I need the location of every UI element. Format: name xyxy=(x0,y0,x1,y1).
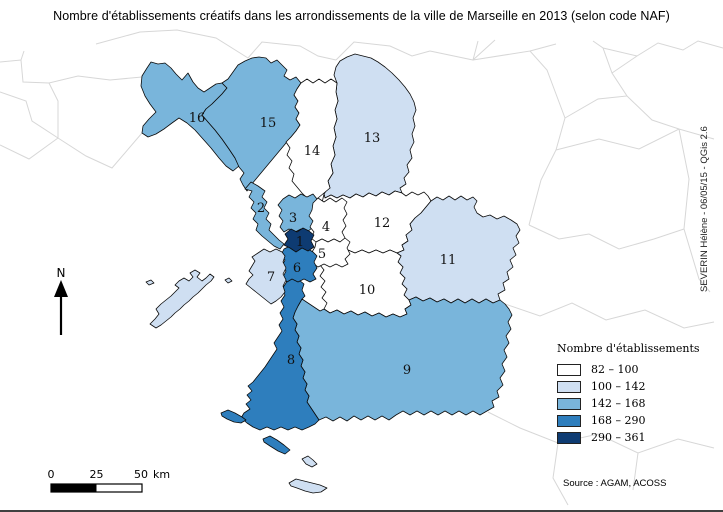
scale-bar: 0 25 50 km xyxy=(48,468,170,493)
legend-title: Nombre d'établissements xyxy=(557,342,700,355)
legend-row-0: 82 – 100 xyxy=(557,361,700,378)
legend-row-3: 168 – 290 xyxy=(557,412,700,429)
island-1 xyxy=(145,269,233,329)
north-arrow-head xyxy=(54,280,68,297)
legend-rows: 82 – 100 100 – 142 142 – 168 168 – 290 290 –… xyxy=(557,361,700,446)
district-label-11: 11 xyxy=(440,253,457,268)
district-label-12: 12 xyxy=(374,216,391,231)
north-arrow: N xyxy=(54,266,68,335)
commune-boundaries xyxy=(0,29,723,506)
district-label-6: 6 xyxy=(293,261,301,276)
district-label-15: 15 xyxy=(260,116,277,131)
islands-layer xyxy=(145,269,328,494)
legend-swatch-2 xyxy=(557,397,581,410)
districts-layer xyxy=(140,53,521,431)
district-13 xyxy=(323,53,417,199)
district-label-14: 14 xyxy=(304,144,321,159)
district-label-2: 2 xyxy=(257,201,265,216)
scale-unit: km xyxy=(153,468,170,481)
credit-vertical: SEVERIN Hélène - 06/05/15 - QGis 2.6 xyxy=(699,126,710,292)
district-label-7: 7 xyxy=(267,270,275,285)
district-label-1: 1 xyxy=(296,235,304,250)
district-1 xyxy=(283,227,315,253)
island-2 xyxy=(220,409,247,424)
legend-label-0: 82 – 100 xyxy=(591,363,639,376)
legend-label-4: 290 – 361 xyxy=(591,431,646,444)
island-3 xyxy=(262,435,291,455)
district-2 xyxy=(244,181,285,250)
district-8 xyxy=(240,276,320,431)
legend-swatch-0 xyxy=(557,363,581,376)
district-label-3: 3 xyxy=(289,211,297,226)
district-15 xyxy=(201,56,302,192)
source-note: Source : AGAM, ACOSS xyxy=(563,478,667,489)
district-9 xyxy=(292,296,513,422)
legend-label-1: 100 – 142 xyxy=(591,380,646,393)
legend-row-2: 142 – 168 xyxy=(557,395,700,412)
legend-row-4: 290 – 361 xyxy=(557,429,700,446)
legend-swatch-1 xyxy=(557,380,581,393)
district-label-9: 9 xyxy=(403,363,411,378)
north-label: N xyxy=(57,266,66,280)
district-labels: 16 15 13 12 11 14 10 9 8 2 3 4 5 6 7 1 xyxy=(189,111,457,378)
scale-tick-25: 25 xyxy=(90,468,104,481)
legend-row-1: 100 – 142 xyxy=(557,378,700,395)
district-label-8: 8 xyxy=(287,353,295,368)
legend-label-2: 142 – 168 xyxy=(591,397,646,410)
island-5 xyxy=(288,478,328,494)
district-label-10: 10 xyxy=(359,283,376,298)
district-7 xyxy=(245,248,287,305)
legend-swatch-3 xyxy=(557,414,581,427)
island-4 xyxy=(301,455,318,468)
scale-tick-0: 0 xyxy=(48,468,55,481)
legend-label-3: 168 – 290 xyxy=(591,414,646,427)
district-label-16: 16 xyxy=(189,111,206,126)
district-label-5: 5 xyxy=(318,247,326,262)
district-label-13: 13 xyxy=(364,131,381,146)
legend: Nombre d'établissements 82 – 100 100 – 14… xyxy=(557,342,700,446)
district-label-4: 4 xyxy=(322,220,330,235)
map-title: Nombre d'établissements créatifs dans le… xyxy=(53,9,670,23)
legend-swatch-4 xyxy=(557,431,581,444)
scale-tick-50: 50 xyxy=(134,468,148,481)
